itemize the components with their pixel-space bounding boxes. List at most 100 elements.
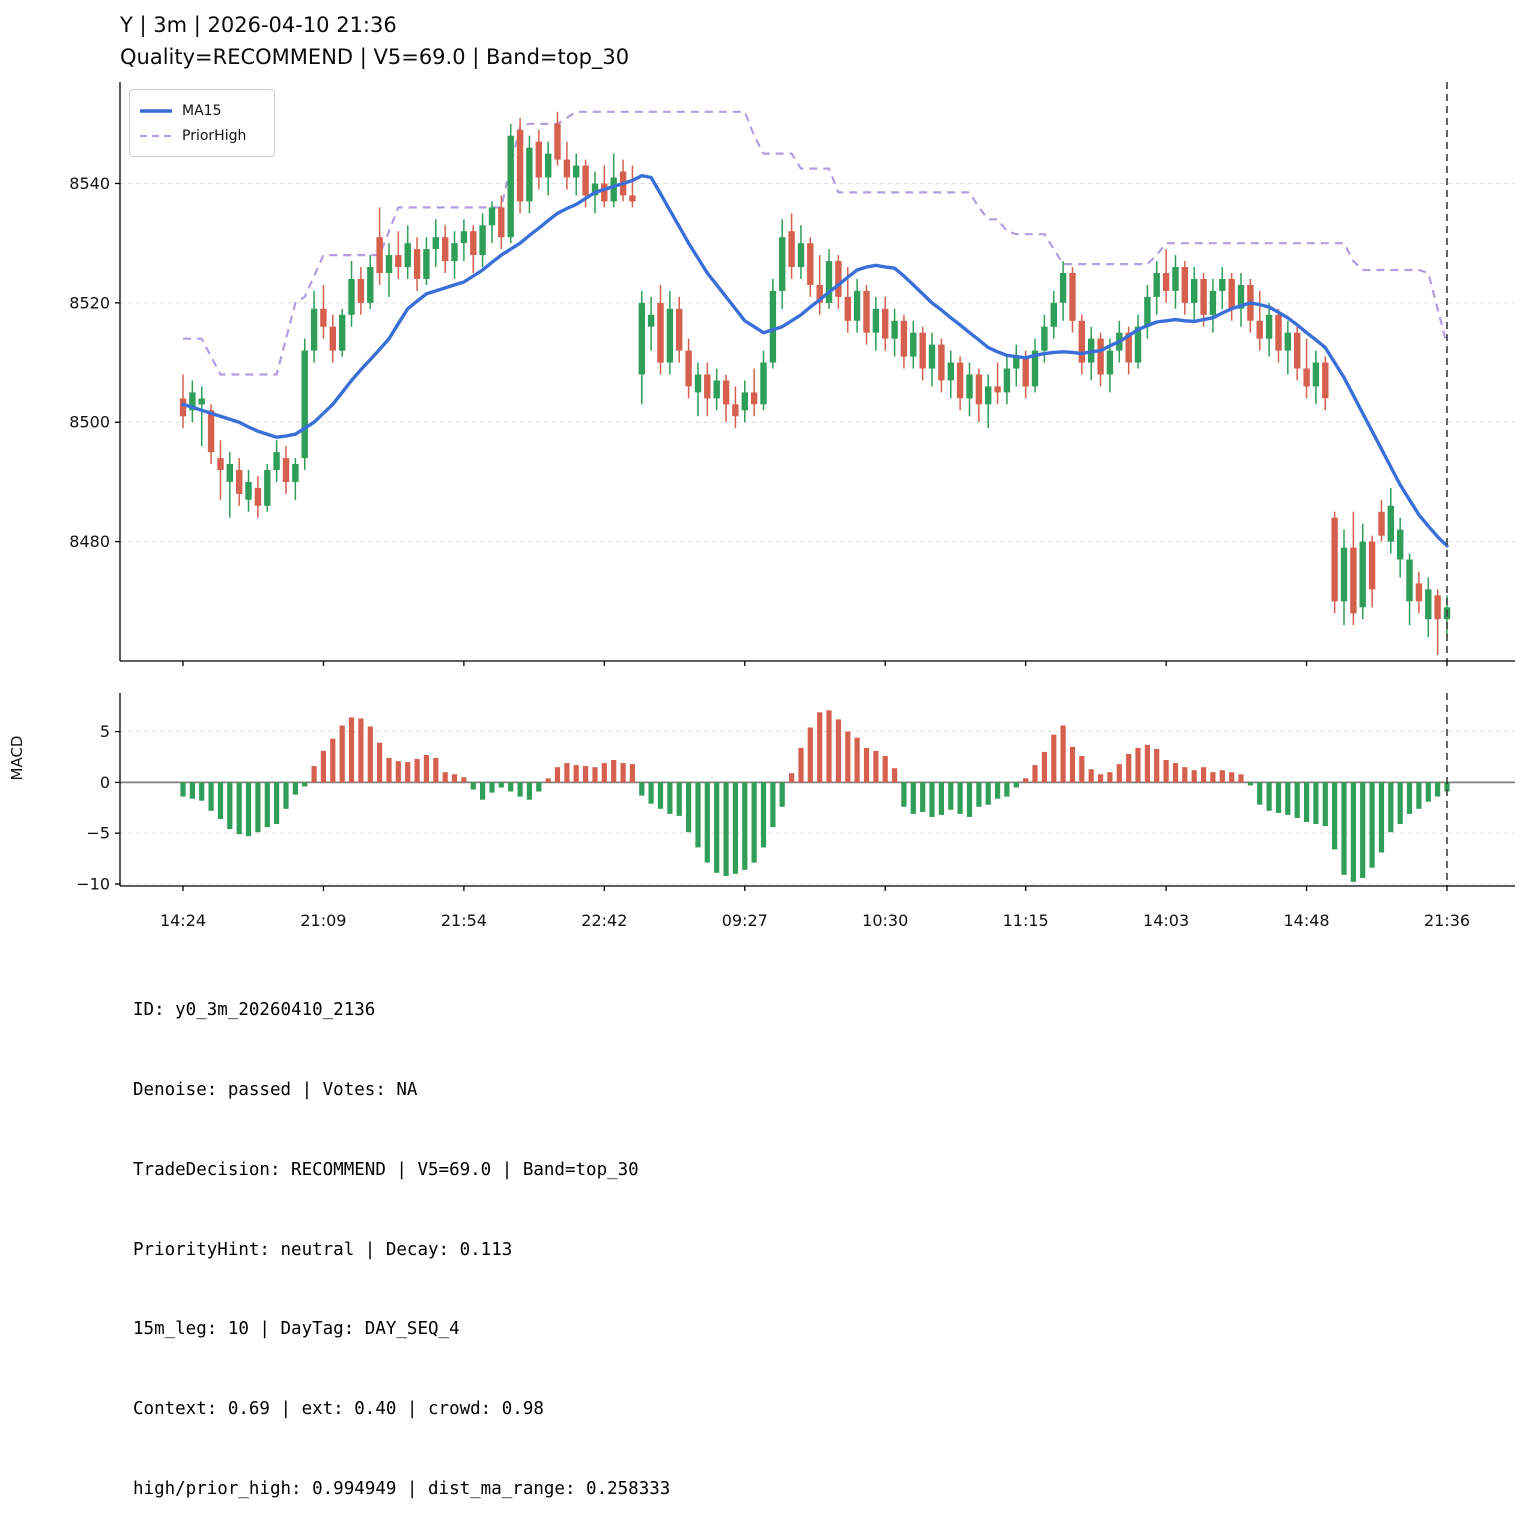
candle-body bbox=[1200, 279, 1207, 315]
candle-body bbox=[1312, 362, 1320, 387]
macd-bars bbox=[180, 710, 1450, 882]
macd-bar-negative bbox=[1378, 782, 1385, 853]
candle-body bbox=[1097, 338, 1104, 375]
candle-up bbox=[404, 225, 411, 279]
candle-body bbox=[470, 231, 477, 256]
candle-body bbox=[1219, 279, 1226, 291]
candle-up bbox=[264, 464, 271, 512]
candle-up bbox=[1387, 487, 1394, 554]
chart-subtitle: Quality=RECOMMEND | V5=69.0 | Band=top_3… bbox=[120, 45, 630, 69]
macd-axis-label: MACD bbox=[8, 735, 26, 781]
candle-up bbox=[638, 290, 645, 405]
macd-bar-negative bbox=[1294, 782, 1300, 818]
candle-down bbox=[676, 296, 683, 363]
candle-body bbox=[704, 374, 711, 399]
candle-body bbox=[900, 320, 908, 357]
candle-up bbox=[189, 380, 196, 423]
macd-bar-negative bbox=[1444, 782, 1450, 792]
candle-up bbox=[872, 296, 880, 351]
macd-bar-negative bbox=[536, 782, 542, 792]
candle-down bbox=[1322, 356, 1329, 411]
x-tick-label: 10:30 bbox=[862, 911, 908, 930]
candle-body bbox=[498, 207, 505, 238]
candle-up bbox=[488, 201, 496, 244]
candle-down bbox=[282, 446, 290, 494]
macd-bar-negative bbox=[480, 782, 486, 800]
macd-bar-negative bbox=[704, 782, 710, 863]
candle-body bbox=[535, 141, 542, 178]
candle-body bbox=[610, 177, 617, 202]
macd-bar-positive bbox=[845, 731, 851, 783]
footer-line-priority-hint: PriorityHint: neutral | Decay: 0.113 bbox=[133, 1239, 513, 1260]
candle-body bbox=[1050, 302, 1057, 327]
macd-bar-positive bbox=[1051, 734, 1057, 783]
candle-body bbox=[329, 326, 336, 351]
candle-body bbox=[563, 159, 571, 178]
candle-down bbox=[619, 159, 627, 202]
macd-bar-negative bbox=[208, 782, 214, 811]
candle-body bbox=[1228, 279, 1235, 309]
candle-up bbox=[891, 308, 898, 357]
candle-body bbox=[769, 290, 777, 363]
candle-body bbox=[1340, 547, 1348, 602]
macd-bar-positive bbox=[414, 759, 420, 783]
candle-down bbox=[835, 255, 842, 309]
candle-down bbox=[329, 314, 336, 363]
macd-bar-negative bbox=[901, 782, 907, 807]
macd-bar-positive bbox=[1238, 774, 1244, 783]
candle-body bbox=[1172, 267, 1179, 291]
candle-body bbox=[1181, 267, 1188, 303]
candle-body bbox=[1144, 296, 1151, 327]
candle-up bbox=[797, 225, 805, 279]
candle-body bbox=[657, 302, 664, 363]
macd-bar-positive bbox=[854, 737, 860, 783]
candle-up bbox=[1312, 350, 1320, 405]
macd-bar-negative bbox=[274, 782, 280, 824]
macd-bar-negative bbox=[1406, 782, 1413, 814]
candle-body bbox=[545, 153, 552, 178]
macd-bar-negative bbox=[517, 782, 523, 797]
candle-body bbox=[404, 243, 411, 268]
candle-body bbox=[1331, 517, 1338, 602]
candle-up bbox=[853, 278, 861, 333]
candle-up bbox=[1031, 338, 1039, 393]
candle-down bbox=[1294, 326, 1301, 381]
candle-body bbox=[891, 320, 898, 339]
candle-body bbox=[1284, 332, 1291, 351]
macd-bar-positive bbox=[1191, 770, 1197, 783]
candle-down bbox=[516, 117, 524, 214]
macd-bar-positive bbox=[1126, 753, 1132, 783]
candle-body bbox=[1237, 284, 1245, 309]
candle-body bbox=[1125, 332, 1132, 363]
candle-down bbox=[1228, 273, 1235, 321]
candle-body bbox=[573, 165, 580, 178]
candle-body bbox=[507, 135, 514, 238]
candle-up bbox=[1003, 356, 1011, 405]
candle-up bbox=[273, 440, 280, 482]
macd-bar-negative bbox=[1425, 782, 1431, 802]
candle-up bbox=[769, 278, 777, 369]
candle-body bbox=[395, 255, 402, 267]
candle-body bbox=[966, 374, 973, 399]
macd-bar-negative bbox=[1322, 782, 1328, 827]
candle-body bbox=[1322, 362, 1329, 399]
macd-bar-positive bbox=[423, 755, 429, 783]
macd-bar-negative bbox=[779, 782, 785, 807]
candle-body bbox=[882, 308, 889, 339]
macd-bar-negative bbox=[217, 782, 224, 819]
candle-up bbox=[1172, 255, 1179, 309]
macd-bar-positive bbox=[1098, 774, 1104, 783]
candle-up bbox=[1359, 523, 1366, 620]
x-tick-label: 14:48 bbox=[1284, 911, 1330, 930]
candle-body bbox=[1106, 350, 1114, 375]
macd-bar-negative bbox=[1013, 782, 1019, 788]
footer-line-id: ID: y0_3m_20260410_2136 bbox=[133, 1000, 376, 1021]
candle-body bbox=[479, 225, 486, 256]
macd-bar-positive bbox=[564, 763, 570, 783]
candle-up bbox=[741, 380, 748, 423]
x-tick-label: 14:24 bbox=[160, 911, 206, 930]
candle-body bbox=[217, 458, 224, 470]
candle-body bbox=[863, 290, 870, 333]
candle-body bbox=[423, 249, 430, 279]
legend-item-ma15: MA15 bbox=[140, 98, 264, 123]
